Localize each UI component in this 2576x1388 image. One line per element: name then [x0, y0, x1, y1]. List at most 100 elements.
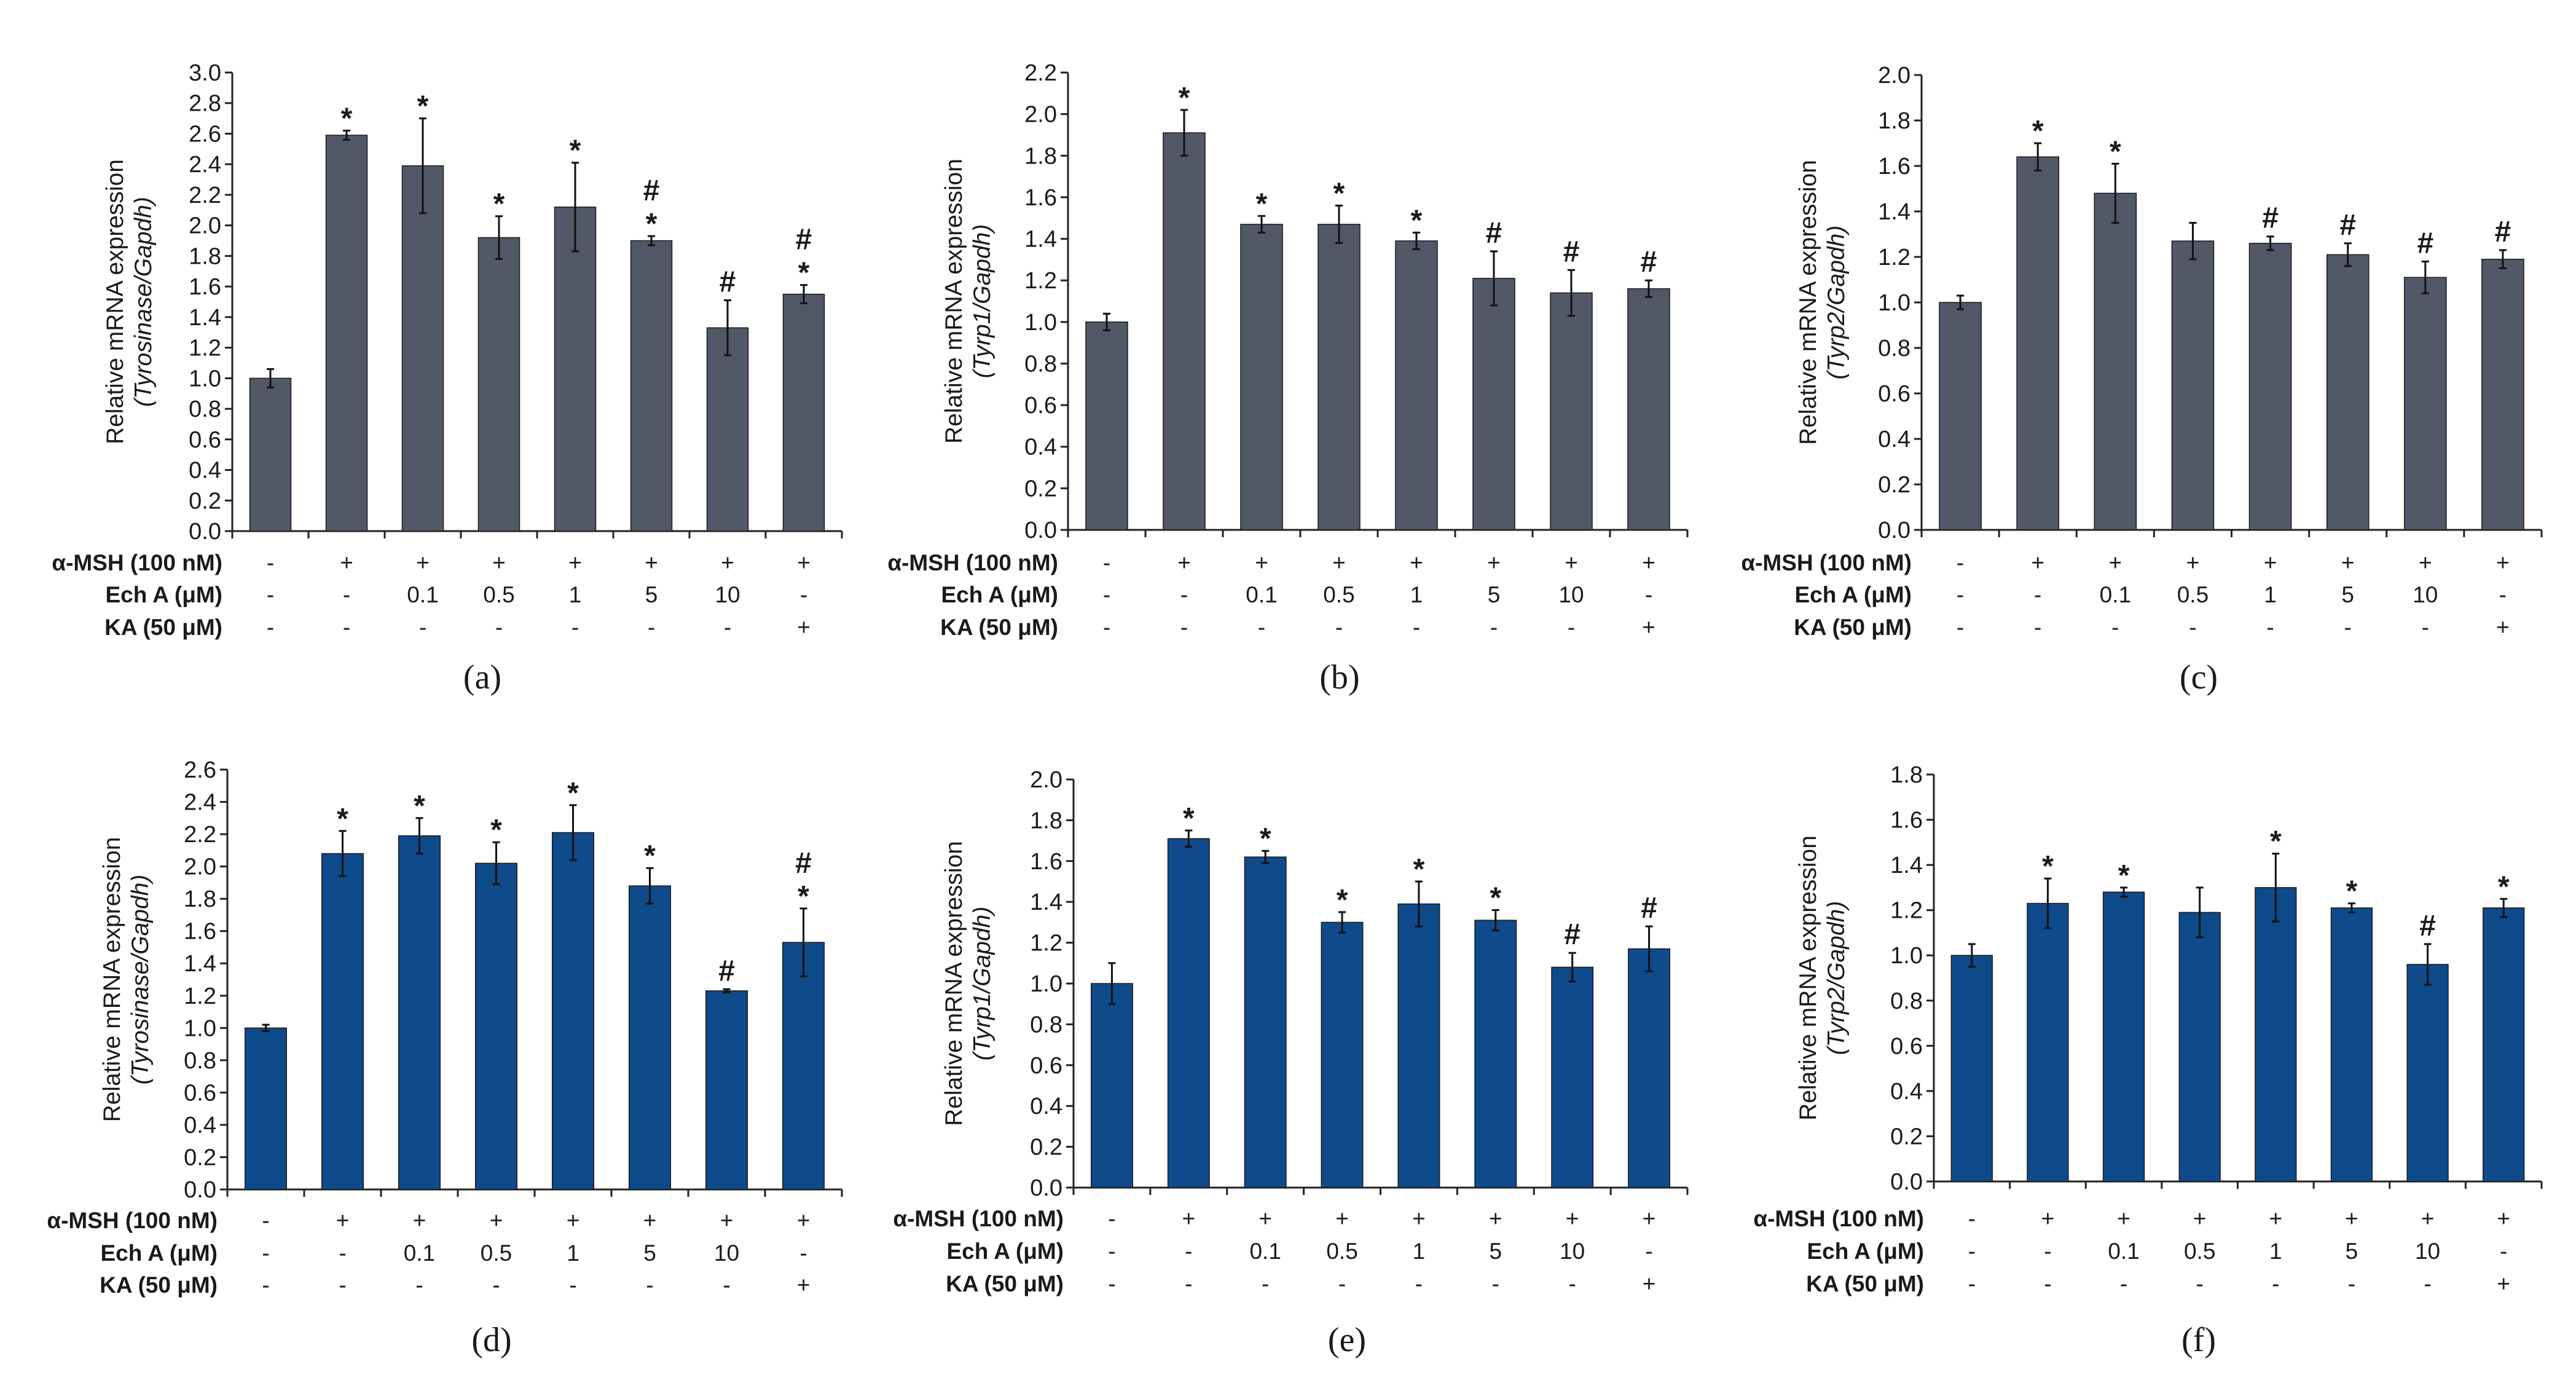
- treatment-cell: +: [2419, 550, 2432, 575]
- bar: [1321, 921, 1364, 1188]
- error-bar: [1568, 952, 1576, 983]
- bar: [2027, 902, 2069, 1182]
- treatment-cell: +: [797, 615, 811, 640]
- error-bar: [1968, 943, 1976, 968]
- error-bar: [1180, 109, 1188, 157]
- error-bar: [1645, 925, 1653, 972]
- bar: [1628, 948, 1671, 1188]
- treatment-cell: -: [648, 615, 655, 640]
- y-tick-label: 1.0: [1024, 310, 1057, 336]
- y-tick-label: 1.8: [1024, 143, 1057, 169]
- y-tick-label: 0.0: [1890, 1169, 1923, 1195]
- treatment-cell: -: [1103, 615, 1110, 640]
- error-bar: [646, 867, 654, 905]
- y-tick-label: 0.0: [1878, 518, 1910, 543]
- error-bar: [2189, 222, 2197, 261]
- treatment-cell: +: [1410, 550, 1423, 575]
- treatment-row-label: KA (50 μM): [1794, 615, 1912, 640]
- y-tick-label: 2.8: [189, 91, 221, 117]
- panel-label: (f): [2181, 1321, 2216, 1359]
- treatment-cell: 0.5: [1326, 1239, 1357, 1264]
- error-bar: [1644, 279, 1653, 298]
- significance-asterisk: *: [493, 188, 505, 221]
- bar: [477, 237, 520, 532]
- y-axis-title: Relative mRNA expression: [941, 841, 967, 1126]
- treatment-cell: +: [797, 550, 811, 575]
- bar: [2406, 964, 2449, 1182]
- bar: [630, 240, 673, 532]
- treatment-cell: -: [343, 582, 350, 607]
- treatment-cell: +: [1566, 1206, 1579, 1231]
- treatment-cell: -: [1968, 1239, 1976, 1264]
- significance-asterisk: *: [2118, 859, 2130, 892]
- y-tick-label: 1.6: [1030, 849, 1062, 875]
- y-tick-label: 1.4: [1890, 853, 1923, 878]
- significance-asterisk: *: [1411, 204, 1423, 237]
- error-bar: [2044, 877, 2052, 929]
- error-bar: [1491, 909, 1499, 932]
- significance-asterisk: *: [1413, 853, 1425, 886]
- y-tick-label: 0.6: [184, 1080, 216, 1106]
- y-tick-label: 0.4: [1030, 1094, 1062, 1119]
- significance-asterisk: *: [2498, 870, 2510, 903]
- treatment-cell: -: [723, 1272, 730, 1298]
- y-tick-label: 1.0: [1878, 290, 1910, 316]
- treatment-cell: +: [413, 1208, 426, 1233]
- treatment-row-label: Ech A (μM): [101, 1240, 218, 1266]
- y-tick-label: 0.8: [1890, 988, 1923, 1014]
- bar: [1397, 903, 1440, 1188]
- y-axis-gene-label: (Tyrp1/Gapdh): [969, 907, 995, 1061]
- panel-label: (d): [471, 1321, 511, 1359]
- y-tick-label: 2.4: [184, 790, 216, 816]
- bar: [2171, 240, 2215, 530]
- significance-asterisk: *: [1333, 177, 1345, 210]
- treatment-cell: +: [2496, 550, 2510, 575]
- error-bar: [342, 129, 351, 141]
- treatment-cell: -: [343, 615, 350, 640]
- significance-asterisk: *: [570, 135, 581, 167]
- treatment-cell: +: [340, 550, 353, 575]
- error-bar: [495, 215, 503, 260]
- treatment-cell: -: [1645, 582, 1652, 607]
- error-bar: [1257, 215, 1266, 234]
- error-bar: [2111, 162, 2119, 224]
- bar: [1240, 224, 1283, 530]
- error-bar: [1490, 250, 1498, 307]
- treatment-cell: -: [724, 615, 731, 640]
- y-tick-label: 0.6: [1878, 381, 1910, 407]
- treatment-cell: +: [336, 1208, 350, 1233]
- treatment-cell: -: [1490, 615, 1498, 640]
- bar: [1167, 838, 1210, 1188]
- y-tick-label: 1.8: [1030, 808, 1062, 834]
- significance-hash: #: [2417, 227, 2433, 259]
- y-tick-label: 0.8: [189, 396, 221, 422]
- bar: [2248, 243, 2292, 530]
- treatment-cell: -: [2120, 1271, 2127, 1296]
- y-tick-label: 1.0: [1030, 971, 1062, 997]
- bar: [2178, 912, 2221, 1182]
- y-tick-label: 1.2: [1024, 268, 1057, 294]
- treatment-cell: +: [1335, 1206, 1349, 1231]
- treatment-cell: 1: [1413, 1239, 1426, 1264]
- treatment-cell: +: [1487, 550, 1501, 575]
- y-tick-label: 2.2: [1024, 60, 1057, 86]
- chart-panel-b: 0.0 0.2 0.4 0.6 0.8 1.0 1.2 1.4 1.6 1.8 2.0 2.2 Rela…: [887, 60, 1689, 696]
- y-tick-label: 1.6: [1878, 154, 1910, 179]
- treatment-cell: +: [645, 550, 658, 575]
- y-tick-label: 1.8: [1878, 108, 1910, 134]
- bar: [706, 327, 749, 532]
- treatment-cell: +: [2421, 1206, 2435, 1231]
- treatment-cell: 0.5: [1323, 582, 1354, 607]
- y-tick-label: 0.6: [1030, 1053, 1062, 1079]
- treatment-cell: -: [262, 1272, 269, 1298]
- error-bar: [339, 830, 347, 877]
- panel-label: (b): [1319, 658, 1359, 696]
- treatment-cell: -: [571, 615, 579, 640]
- treatment-cell: 5: [1488, 582, 1501, 607]
- bar: [321, 853, 364, 1190]
- y-axis-gene-label: (Tyrp2/Gapdh): [1823, 226, 1850, 380]
- error-bar: [1102, 312, 1111, 331]
- treatment-cell: 0.1: [2108, 1239, 2139, 1264]
- treatment-cell: -: [339, 1272, 346, 1298]
- y-tick-label: 1.6: [1890, 808, 1923, 834]
